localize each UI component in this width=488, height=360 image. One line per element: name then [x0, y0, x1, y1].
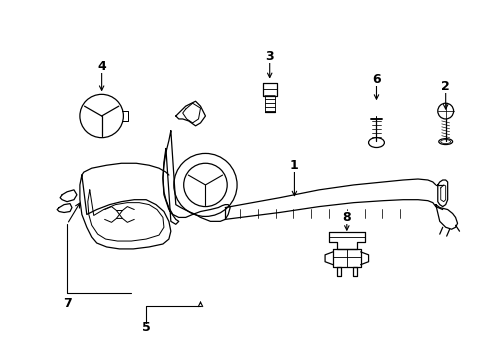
- Text: 1: 1: [289, 159, 298, 172]
- Text: 2: 2: [440, 80, 449, 93]
- Text: 8: 8: [342, 211, 350, 224]
- Text: 3: 3: [265, 50, 273, 63]
- Text: 7: 7: [62, 297, 71, 310]
- Text: 5: 5: [142, 321, 150, 334]
- Text: 6: 6: [371, 73, 380, 86]
- Text: 4: 4: [97, 60, 106, 73]
